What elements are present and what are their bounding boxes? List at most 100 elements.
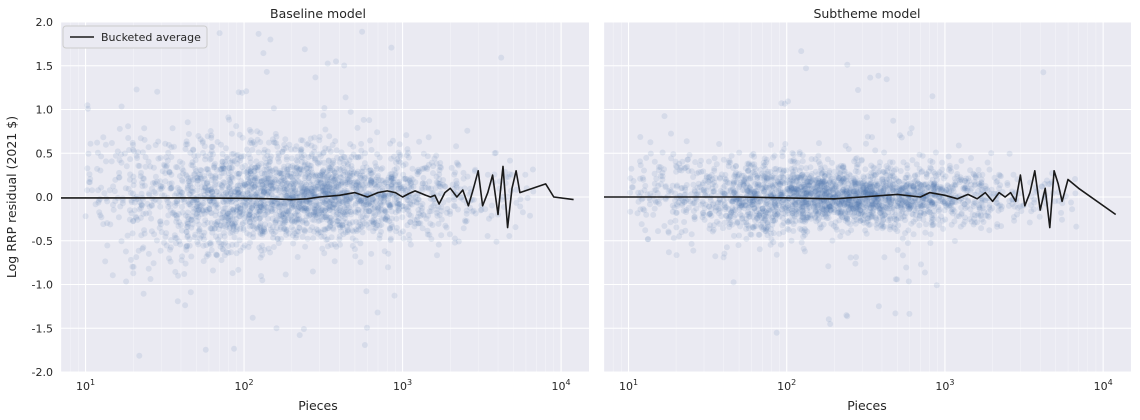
- scatter-point: [334, 221, 341, 228]
- x-tick-label: 103: [935, 378, 954, 393]
- scatter-point: [312, 74, 319, 81]
- scatter-point: [731, 232, 737, 239]
- scatter-point: [282, 177, 289, 184]
- scatter-point: [229, 221, 236, 227]
- scatter-point: [397, 185, 404, 191]
- scatter-point: [290, 183, 297, 190]
- scatter-point: [357, 172, 364, 179]
- scatter-point: [372, 160, 379, 166]
- scatter-point: [301, 175, 308, 181]
- scatter-point: [929, 93, 936, 100]
- scatter-point: [338, 208, 345, 215]
- scatter-point: [816, 140, 822, 147]
- scatter-point: [519, 209, 526, 216]
- scatter-point: [237, 182, 244, 189]
- scatter-point: [168, 237, 175, 243]
- scatter-point: [239, 164, 246, 171]
- scatter-point: [264, 152, 271, 159]
- scatter-point: [157, 247, 164, 254]
- scatter-point: [825, 263, 832, 270]
- scatter-point: [517, 196, 524, 203]
- scatter-point: [433, 179, 440, 186]
- scatter-point: [395, 185, 402, 192]
- scatter-point: [145, 158, 152, 165]
- scatter-point: [254, 224, 260, 231]
- scatter-point: [858, 156, 865, 163]
- scatter-point: [374, 151, 381, 158]
- scatter-point: [223, 189, 229, 196]
- scatter-point: [224, 209, 231, 216]
- scatter-point: [138, 232, 145, 239]
- scatter-point: [358, 140, 365, 147]
- scatter-point: [94, 165, 101, 172]
- scatter-point: [290, 190, 296, 197]
- scatter-point: [1073, 223, 1080, 230]
- scatter-point: [259, 277, 266, 284]
- scatter-point: [166, 169, 173, 176]
- scatter-point: [430, 202, 437, 209]
- scatter-point: [435, 241, 442, 248]
- scatter-point: [308, 151, 315, 158]
- scatter-point: [260, 228, 267, 235]
- scatter-point: [841, 171, 848, 177]
- scatter-point: [183, 246, 190, 253]
- scatter-point: [330, 209, 337, 215]
- scatter-point: [957, 179, 963, 185]
- scatter-point: [130, 190, 136, 197]
- scatter-point: [206, 206, 213, 213]
- scatter-point: [184, 119, 191, 126]
- scatter-point: [425, 161, 432, 168]
- scatter-point: [394, 194, 400, 201]
- scatter-point: [400, 176, 407, 182]
- scatter-point: [152, 173, 159, 180]
- scatter-point: [986, 166, 993, 173]
- scatter-point: [384, 176, 391, 183]
- scatter-point: [258, 203, 265, 210]
- scatter-point: [141, 230, 148, 237]
- scatter-point: [366, 117, 373, 124]
- scatter-point: [341, 215, 348, 222]
- scatter-point: [108, 140, 115, 146]
- scatter-point: [330, 201, 337, 207]
- scatter-point: [128, 190, 134, 196]
- scatter-point: [138, 205, 144, 211]
- scatter-point: [317, 153, 324, 160]
- scatter-point: [460, 175, 467, 182]
- scatter-point: [207, 151, 214, 158]
- scatter-point: [402, 161, 409, 168]
- scatter-point: [164, 199, 171, 206]
- scatter-point: [786, 217, 793, 224]
- scatter-point: [196, 175, 203, 182]
- scatter-point: [252, 182, 259, 189]
- scatter-point: [349, 172, 356, 179]
- scatter-point: [239, 221, 246, 228]
- scatter-point: [968, 155, 974, 161]
- scatter-point: [197, 136, 204, 143]
- scatter-point: [650, 211, 657, 218]
- scatter-point: [420, 212, 427, 219]
- scatter-point: [455, 206, 461, 213]
- scatter-point: [692, 159, 699, 166]
- scatter-point: [141, 125, 148, 132]
- scatter-point: [230, 223, 237, 230]
- scatter-point: [220, 165, 227, 172]
- scatter-point: [922, 229, 929, 236]
- scatter-point: [482, 206, 489, 213]
- scatter-point: [98, 184, 105, 191]
- scatter-point: [257, 223, 264, 230]
- scatter-point: [224, 183, 231, 190]
- scatter-point: [453, 177, 460, 184]
- scatter-point: [386, 218, 393, 225]
- scatter-point: [251, 216, 257, 223]
- scatter-point: [185, 182, 192, 189]
- scatter-point: [225, 217, 232, 224]
- scatter-point: [700, 200, 706, 207]
- scatter-point: [166, 169, 173, 176]
- scatter-point: [198, 232, 205, 239]
- scatter-point: [333, 243, 340, 250]
- scatter-point: [243, 169, 250, 176]
- scatter-point: [86, 179, 93, 186]
- scatter-point: [338, 149, 345, 156]
- scatter-point: [279, 170, 285, 177]
- scatter-point: [268, 208, 275, 215]
